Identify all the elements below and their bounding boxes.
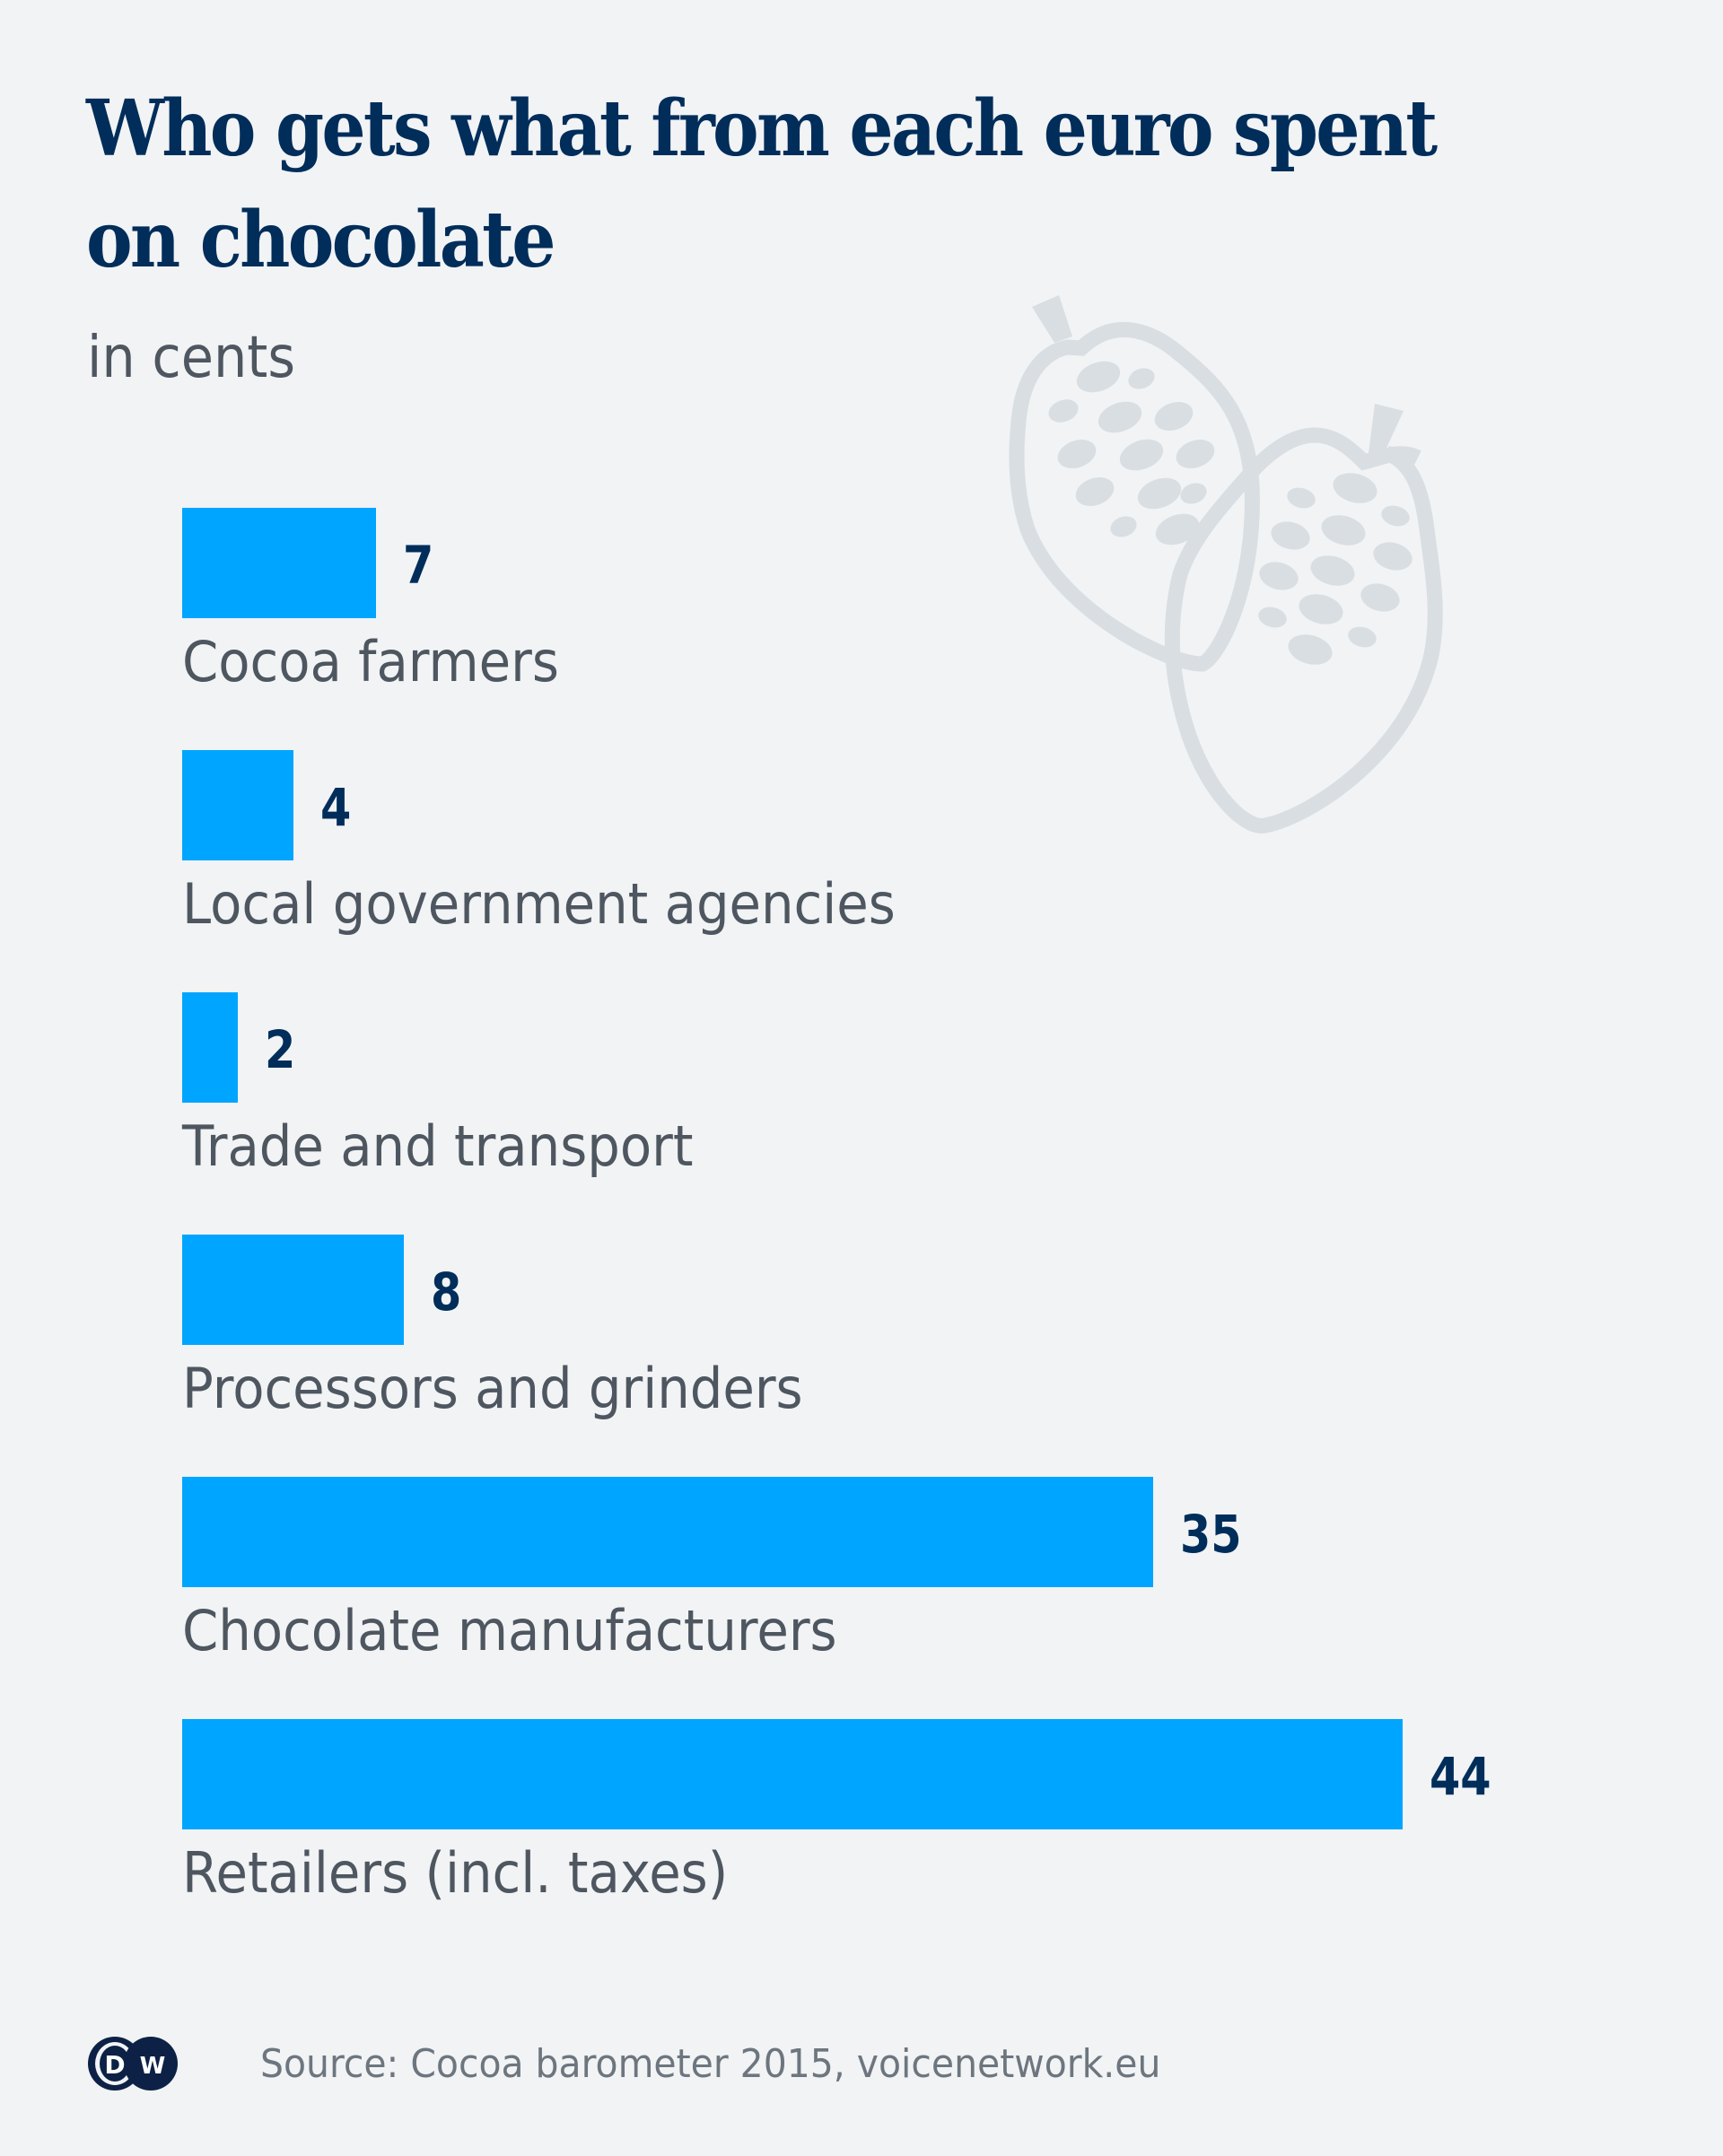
- bar-value-label: 8: [431, 1261, 462, 1322]
- category-label: Retailers (incl. taxes): [182, 1840, 729, 1906]
- category-label: Trade and transport: [182, 1113, 694, 1179]
- logo-letter-d: D: [104, 2050, 125, 2080]
- cocoa-pods-icon: [1009, 295, 1443, 834]
- bar-value-label: 7: [403, 535, 434, 596]
- bar: [182, 508, 377, 618]
- cocoa-pod-right-icon: [1164, 427, 1443, 834]
- bar: [182, 750, 293, 860]
- category-label: Local government agencies: [182, 871, 896, 937]
- category-label: Processors and grinders: [182, 1356, 803, 1421]
- bar-value-label: 35: [1179, 1504, 1242, 1565]
- cocoa-pod-left-icon: [1009, 321, 1260, 672]
- source-note: Source: Cocoa barometer 2015, voicenetwo…: [260, 2040, 1161, 2087]
- category-label: Cocoa farmers: [182, 629, 559, 694]
- title-line-2: on chocolate: [86, 195, 555, 285]
- chart-title: Who gets what from each euro spent on ch…: [86, 74, 1459, 296]
- chart-subtitle: in cents: [87, 325, 296, 391]
- category-label: Chocolate manufacturers: [182, 1598, 837, 1663]
- footer: D W Source: Cocoa barometer 2015, voicen…: [86, 2032, 1229, 2095]
- bar-value-label: 4: [319, 777, 351, 838]
- bar: [182, 992, 238, 1103]
- bar: [182, 1477, 1153, 1587]
- title-line-1: Who gets what from each euro spent: [86, 83, 1438, 174]
- bar-value-label: 2: [264, 1019, 296, 1080]
- dw-logo-icon: D W: [88, 2037, 178, 2091]
- bar-value-label: 44: [1430, 1746, 1491, 1807]
- bar: [182, 1719, 1403, 1829]
- bar: [182, 1235, 405, 1345]
- logo-letter-w: W: [140, 2053, 166, 2080]
